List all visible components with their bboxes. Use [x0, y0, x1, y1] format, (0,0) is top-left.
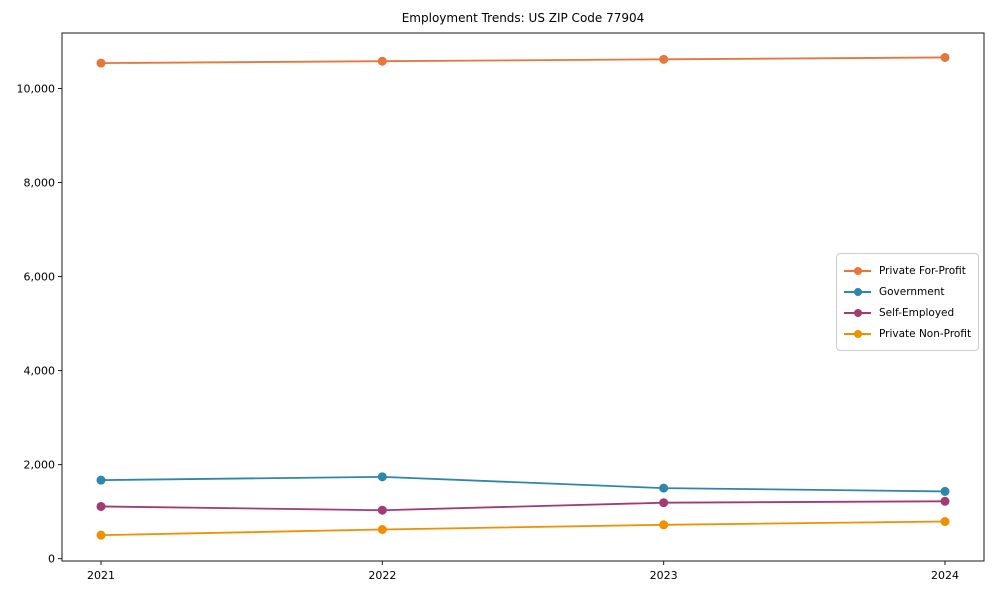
- legend-line-dot-marker: [844, 266, 871, 275]
- legend-label: Government: [879, 285, 945, 298]
- y-axis-tick-label: 8,000: [24, 177, 56, 190]
- data-point-private-for-profit-2022: [377, 56, 387, 66]
- y-axis-tick-label: 6,000: [24, 271, 56, 284]
- data-point-private-non-profit-2022: [377, 524, 387, 534]
- legend-label: Self-Employed: [879, 306, 955, 319]
- legend-line-dot-marker: [844, 287, 871, 296]
- y-axis-tick-label: 4,000: [24, 365, 56, 378]
- legend-item-private-for-profit: Private For-Profit: [844, 260, 970, 281]
- legend-label: Private For-Profit: [879, 264, 966, 277]
- x-axis-tick-label: 2022: [368, 569, 396, 582]
- data-point-private-for-profit-2024: [940, 52, 950, 62]
- legend-item-government: Government: [844, 281, 970, 302]
- y-axis-tick-label: 0: [48, 553, 55, 566]
- x-axis-tick-label: 2024: [931, 569, 959, 582]
- data-point-self-employed-2022: [377, 505, 387, 515]
- data-point-government-2022: [377, 472, 387, 482]
- x-axis-tick-label: 2023: [650, 569, 678, 582]
- x-axis-tick-label: 2021: [87, 569, 115, 582]
- data-point-self-employed-2024: [940, 496, 950, 506]
- legend: Private For-Profit Government Self-Employe…: [836, 253, 979, 351]
- y-axis-tick-label: 10,000: [17, 82, 56, 95]
- y-axis-tick-label: 2,000: [24, 459, 56, 472]
- legend-line-dot-marker: [844, 329, 871, 338]
- data-point-private-non-profit-2024: [940, 517, 950, 527]
- series-line-government: [100, 475, 946, 493]
- data-point-government-2023: [659, 483, 669, 493]
- data-point-self-employed-2023: [659, 498, 669, 508]
- legend-label: Private Non-Profit: [879, 327, 972, 340]
- data-point-private-non-profit-2023: [659, 520, 669, 530]
- data-point-government-2021: [96, 475, 106, 485]
- legend-item-private-non-profit: Private Non-Profit: [844, 323, 972, 344]
- data-point-government-2024: [940, 486, 950, 496]
- data-point-private-non-profit-2021: [96, 530, 106, 540]
- data-point-private-for-profit-2021: [96, 58, 106, 68]
- data-point-private-for-profit-2023: [659, 54, 669, 64]
- legend-line-dot-marker: [844, 308, 871, 317]
- series-line-private-for-profit: [100, 56, 946, 64]
- legend-item-self-employed: Self-Employed: [844, 302, 970, 323]
- chart-title: Employment Trends: US ZIP Code 77904: [401, 11, 645, 25]
- series-line-self-employed: [100, 500, 946, 512]
- plot-area-border: [61, 32, 985, 562]
- series-line-private-non-profit: [100, 520, 946, 537]
- data-point-self-employed-2021: [96, 501, 106, 511]
